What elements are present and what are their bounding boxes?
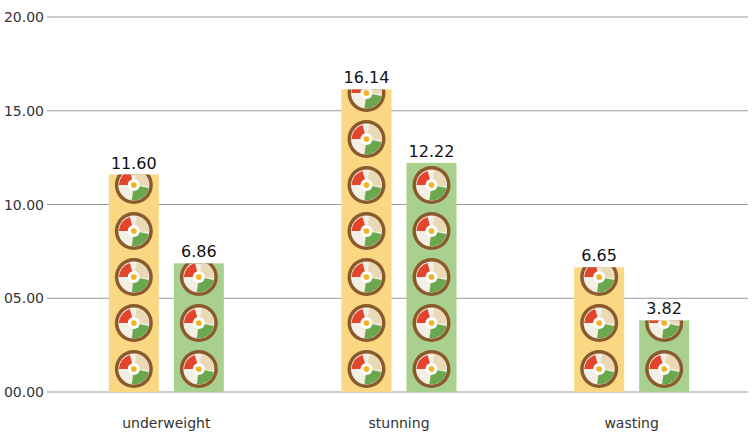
- data-label: 16.14: [344, 68, 390, 87]
- bar: [574, 267, 624, 392]
- bar: [342, 89, 392, 392]
- bar: [407, 163, 457, 392]
- y-tick-label: 15.00: [4, 103, 44, 119]
- data-label: 11.60: [111, 154, 157, 173]
- labels: 11.60 6.86 16.14 12.22 6.65 3.82: [111, 68, 682, 318]
- bar: [109, 175, 159, 393]
- bar-group: [174, 258, 224, 392]
- bar-icons: [180, 263, 218, 388]
- bar-group: [342, 74, 392, 392]
- bar-icons: [413, 166, 451, 388]
- chart-container: 00.0005.0010.0015.0020.0011.606.8616.141…: [0, 0, 754, 436]
- y-tick-label: 00.00: [4, 384, 44, 400]
- bar-icons: [580, 267, 618, 388]
- bars: [109, 74, 689, 392]
- grid-line: [47, 17, 748, 18]
- y-tick-label: 20.00: [4, 9, 44, 25]
- bar-icons: [645, 320, 683, 388]
- bar-group: [407, 163, 457, 392]
- grid-line: [47, 110, 748, 111]
- y-tick-label: 10.00: [4, 197, 44, 213]
- x-tick-label: stunning: [368, 415, 429, 431]
- bar-group: [109, 166, 159, 392]
- bar-icons: [348, 89, 386, 388]
- grid: [47, 17, 748, 392]
- bar-group: [574, 258, 624, 392]
- x-tick-label: underweight: [122, 415, 211, 431]
- data-label: 12.22: [409, 142, 455, 161]
- chart-svg: 00.0005.0010.0015.0020.0011.606.8616.141…: [0, 0, 754, 436]
- data-label: 3.82: [646, 299, 682, 318]
- y-tick-label: 05.00: [4, 290, 44, 306]
- data-label: 6.86: [181, 242, 217, 261]
- x-tick-label: wasting: [604, 415, 658, 431]
- data-label: 6.65: [581, 246, 617, 265]
- bar: [639, 320, 689, 392]
- bar-icons: [115, 175, 153, 388]
